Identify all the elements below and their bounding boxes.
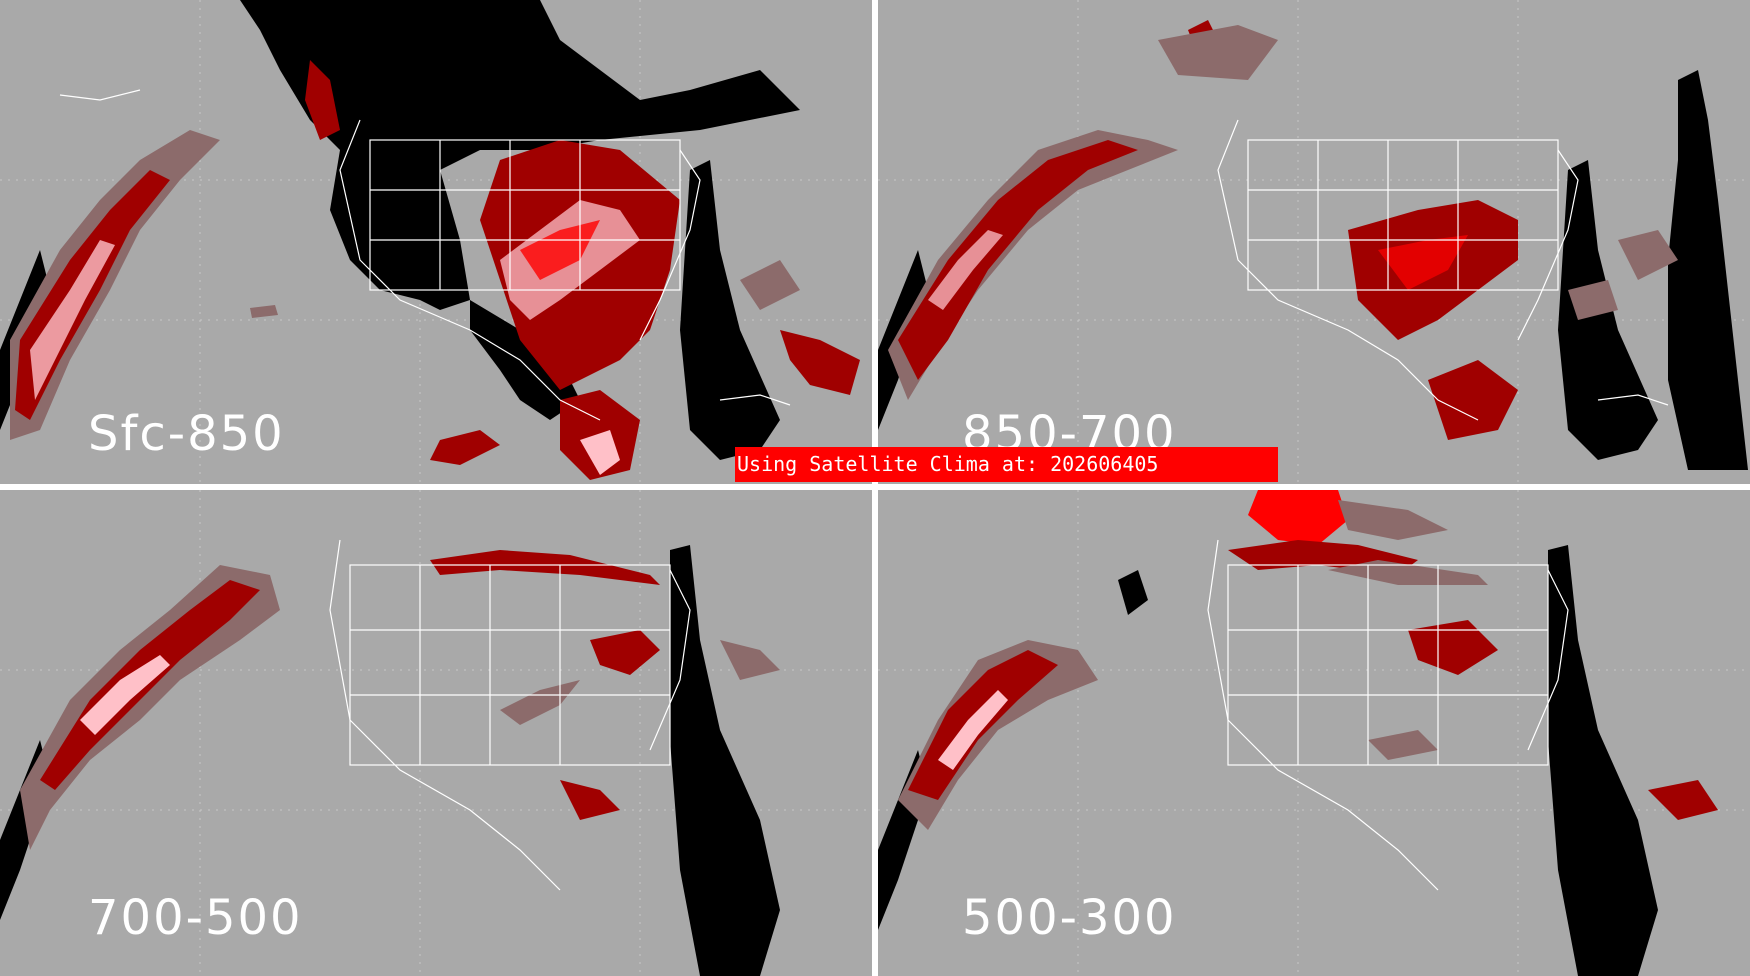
no-data-swath-east bbox=[670, 545, 780, 976]
cloud-layer-500-300 bbox=[898, 490, 1718, 830]
borders bbox=[1207, 539, 1569, 891]
satellite-clima-banner: Using Satellite Clima at: 202606405 bbox=[735, 447, 1278, 482]
map-panel-500-300: 500-300 bbox=[878, 490, 1750, 976]
panel-label: 700-500 bbox=[88, 890, 303, 946]
panel-label: Sfc-850 bbox=[88, 406, 285, 462]
cloud-layer-850-700 bbox=[888, 20, 1678, 440]
no-data-swath-east bbox=[1548, 545, 1658, 976]
no-data-swath-east bbox=[680, 160, 780, 460]
no-data-region bbox=[240, 0, 800, 310]
map-500-300 bbox=[878, 490, 1750, 976]
map-850-700 bbox=[878, 0, 1750, 484]
map-700-500 bbox=[0, 490, 872, 976]
no-data-swath-far-east bbox=[1668, 70, 1748, 470]
map-panel-700-500: 700-500 bbox=[0, 490, 872, 976]
borders bbox=[329, 539, 691, 891]
borders bbox=[59, 89, 791, 421]
map-panel-sfc-850: Sfc-850 bbox=[0, 0, 872, 484]
no-data-mexico bbox=[470, 300, 580, 420]
map-panel-850-700: 850-700 bbox=[878, 0, 1750, 484]
cloud-layer-700-500 bbox=[20, 550, 780, 850]
borders bbox=[1217, 119, 1669, 421]
panel-label: 500-300 bbox=[962, 890, 1177, 946]
map-sfc-850 bbox=[0, 0, 872, 484]
